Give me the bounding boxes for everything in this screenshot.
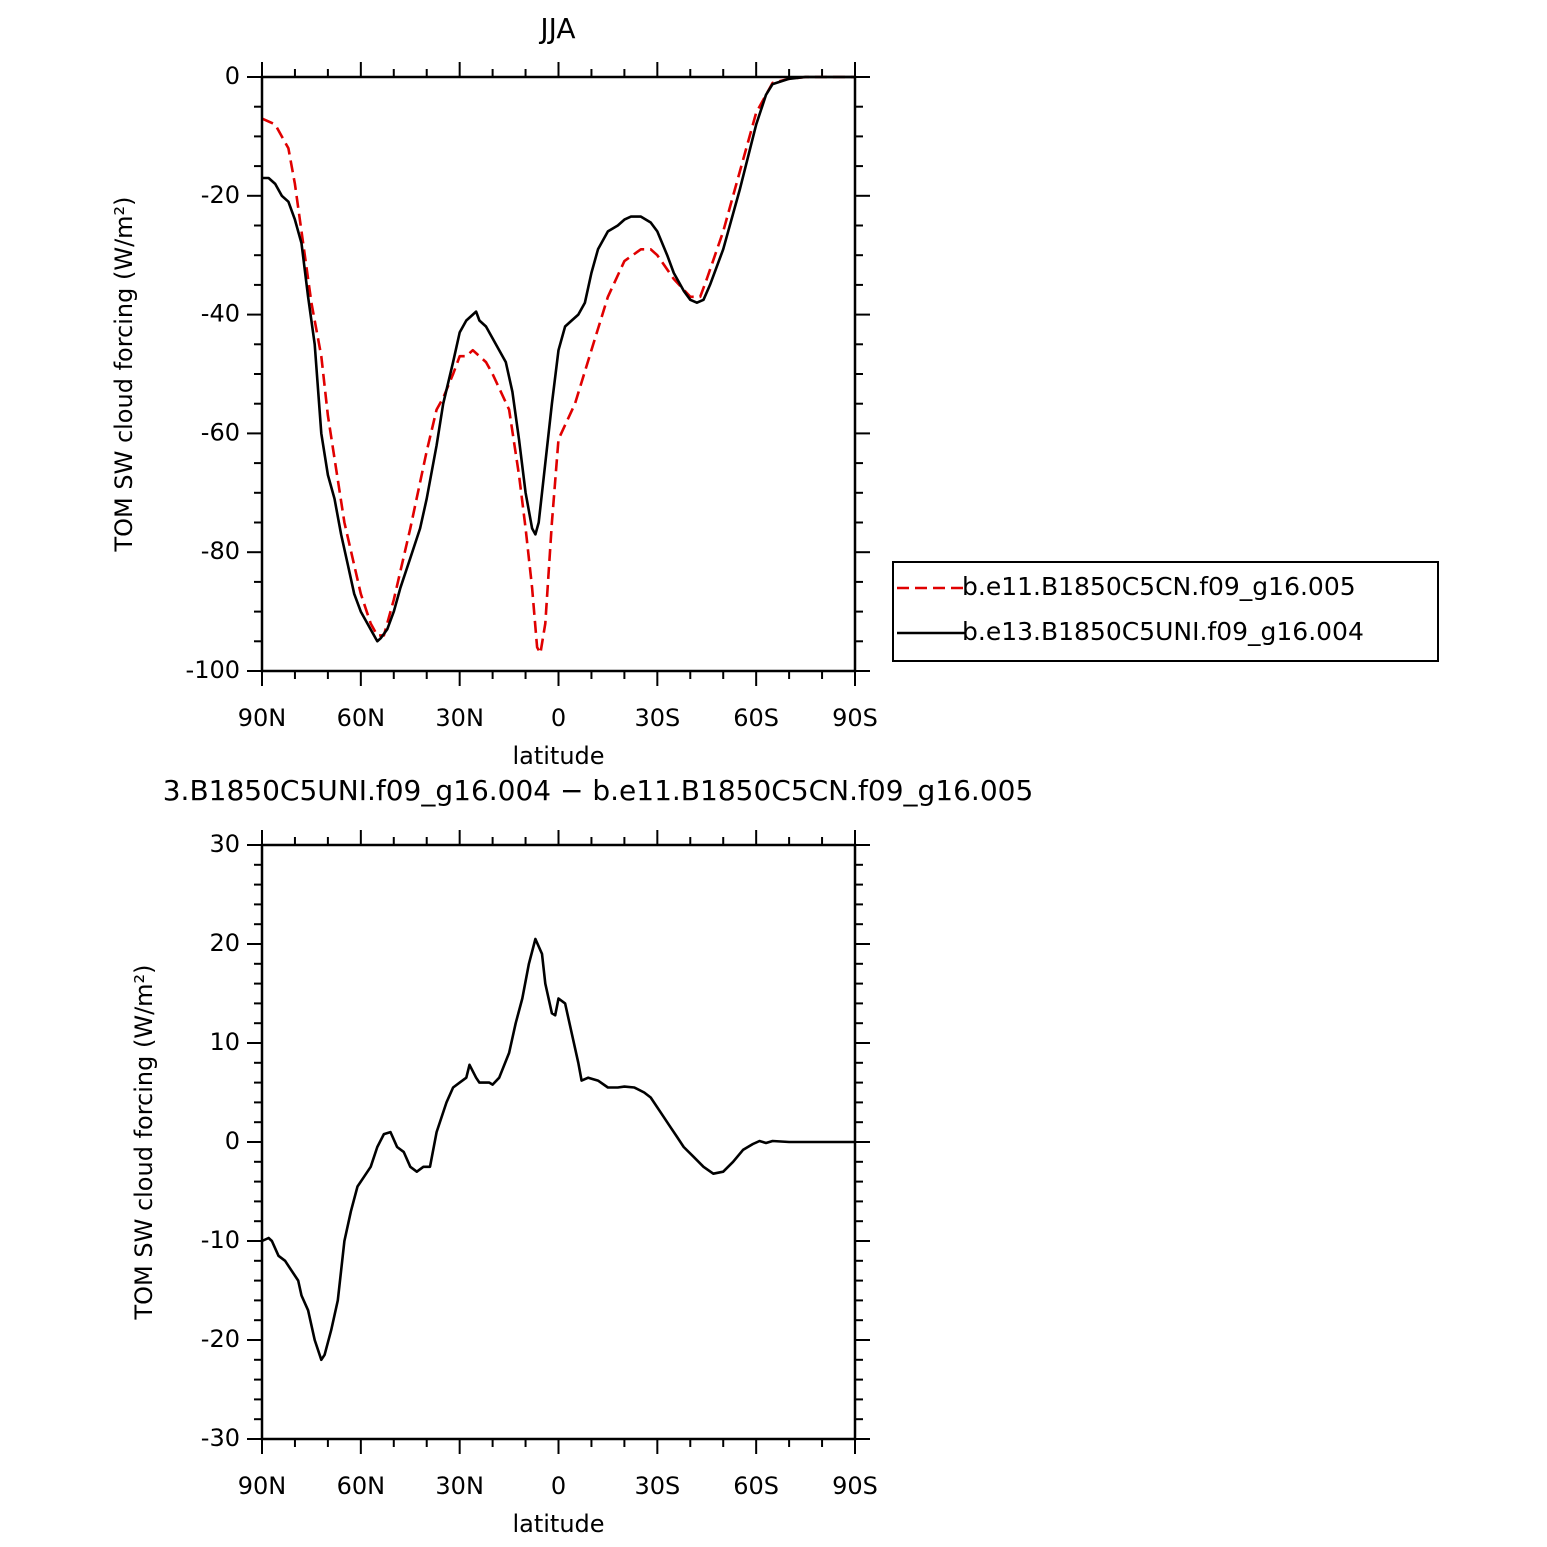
x-tick-label: 90N [238, 704, 287, 732]
data-line [261, 937, 855, 1362]
y-tick-label: 10 [209, 1028, 240, 1056]
plot-frame [260, 843, 857, 1441]
y-tick-label: -60 [201, 418, 240, 446]
data-line [261, 75, 855, 655]
x-tick-label: 60N [337, 1472, 386, 1500]
y-tick-label: -100 [186, 656, 240, 684]
chart-title: 3.B1850C5UNI.f09_g16.004 − b.e11.B1850C5… [163, 774, 1034, 807]
y-tick-label: -20 [201, 1325, 240, 1353]
y-tick-label: -80 [201, 537, 240, 565]
y-tick-label: 30 [209, 830, 240, 858]
y-tick-label: 0 [225, 1127, 240, 1155]
x-axis-label: latitude [512, 742, 604, 770]
x-tick-label: 30S [634, 1472, 680, 1500]
x-tick-label: 90N [238, 1472, 287, 1500]
x-tick-label: 0 [551, 1472, 566, 1500]
x-tick-label: 60N [337, 704, 386, 732]
x-tick-label: 0 [551, 704, 566, 732]
y-tick-label: 0 [225, 62, 240, 90]
y-axis-label: TOM SW cloud forcing (W/m²) [130, 964, 158, 1320]
y-axis-label: TOM SW cloud forcing (W/m²) [110, 196, 138, 552]
legend-box [892, 561, 1439, 662]
x-tick-label: 30S [634, 704, 680, 732]
y-tick-label: -30 [201, 1424, 240, 1452]
x-tick-label: 90S [832, 704, 878, 732]
plot-frame [260, 75, 857, 673]
legend-label: b.e11.B1850C5CN.f09_g16.005 [962, 572, 1356, 601]
x-tick-label: 60S [733, 704, 779, 732]
y-tick-label: -20 [201, 181, 240, 209]
legend-label: b.e13.B1850C5UNI.f09_g16.004 [962, 617, 1364, 646]
y-tick-label: -10 [201, 1226, 240, 1254]
y-tick-label: -40 [201, 300, 240, 328]
x-tick-label: 60S [733, 1472, 779, 1500]
data-line [262, 75, 855, 643]
x-tick-label: 30N [435, 704, 484, 732]
x-tick-label: 90S [832, 1472, 878, 1500]
chart-title: JJA [538, 12, 575, 45]
x-tick-label: 30N [435, 1472, 484, 1500]
y-tick-label: 20 [209, 929, 240, 957]
x-axis-label: latitude [512, 1510, 604, 1538]
